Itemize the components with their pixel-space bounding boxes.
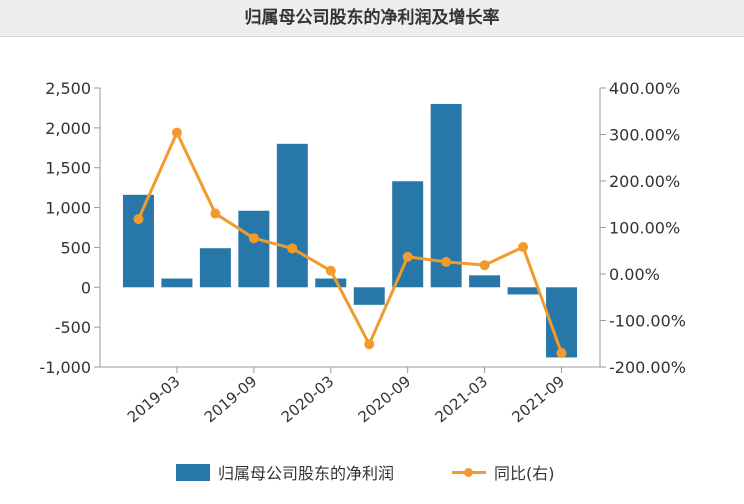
x-tick-label: 2019-03 bbox=[124, 372, 184, 426]
y-right-tick-label: -200.00% bbox=[609, 358, 686, 377]
bar-2020-12 bbox=[430, 103, 462, 288]
y-left-tick-label: -1,000 bbox=[39, 358, 91, 377]
bar-2020-06 bbox=[353, 287, 385, 305]
bar-2020-03 bbox=[315, 278, 347, 288]
y-left-tick-label: 1,000 bbox=[45, 199, 91, 218]
yoy-point-2019-12 bbox=[287, 243, 298, 254]
yoy-point-2020-06 bbox=[364, 339, 375, 350]
y-right-tick-label: -100.00% bbox=[609, 312, 686, 331]
bar-2020-09 bbox=[392, 181, 424, 288]
bar-2021-06 bbox=[507, 287, 539, 295]
x-tick-label: 2019-09 bbox=[201, 372, 261, 426]
y-left-tick-label: 0 bbox=[81, 278, 91, 297]
yoy-point-2021-06 bbox=[518, 242, 529, 253]
y-left-tick-label: 2,000 bbox=[45, 119, 91, 138]
x-tick-label: 2020-03 bbox=[278, 372, 338, 426]
legend-item-yoy[interactable]: 同比(右) bbox=[452, 458, 555, 486]
bar-2019-09 bbox=[238, 210, 270, 288]
legend-label-profit: 归属母公司股东的净利润 bbox=[218, 464, 395, 483]
legend-line-swatch bbox=[452, 464, 486, 481]
bar-2018-12 bbox=[122, 194, 154, 288]
bar-2019-12 bbox=[276, 143, 308, 288]
bar-2019-06 bbox=[199, 248, 231, 288]
y-left-tick-label: 500 bbox=[60, 238, 91, 257]
bar-2019-03 bbox=[161, 278, 193, 288]
chart-header: 归属母公司股东的净利润及增长率 bbox=[0, 0, 744, 37]
yoy-point-2021-09 bbox=[556, 348, 567, 359]
x-tick-label: 2021-03 bbox=[432, 372, 492, 426]
chart-title: 归属母公司股东的净利润及增长率 bbox=[244, 8, 500, 28]
x-tick-label: 2021-09 bbox=[509, 372, 569, 426]
legend-label-yoy: 同比(右) bbox=[494, 464, 555, 483]
y-left-tick-label: 1,500 bbox=[45, 159, 91, 178]
yoy-point-2019-09 bbox=[248, 233, 259, 244]
y-right-tick-label: 300.00% bbox=[609, 126, 680, 145]
legend-item-profit[interactable]: 归属母公司股东的净利润 bbox=[176, 458, 394, 486]
bar-2021-03 bbox=[469, 275, 501, 288]
y-left-tick-label: -500 bbox=[55, 318, 91, 337]
yoy-line bbox=[137, 131, 563, 354]
yoy-point-2019-03 bbox=[171, 127, 182, 138]
yoy-point-2021-03 bbox=[479, 260, 490, 271]
y-left-tick-label: 2,500 bbox=[45, 79, 91, 98]
y-right-tick-label: 100.00% bbox=[609, 219, 680, 238]
yoy-point-2020-12 bbox=[441, 256, 452, 267]
yoy-point-2020-03 bbox=[325, 265, 336, 276]
yoy-point-2019-06 bbox=[210, 208, 221, 219]
y-right-tick-label: 0.00% bbox=[609, 265, 660, 284]
y-right-tick-label: 400.00% bbox=[609, 79, 680, 98]
y-right-tick-label: 200.00% bbox=[609, 172, 680, 191]
x-tick-label: 2020-09 bbox=[355, 372, 415, 426]
legend-bar-swatch bbox=[176, 463, 210, 481]
yoy-point-2020-09 bbox=[402, 251, 413, 262]
yoy-point-2018-12 bbox=[133, 214, 144, 225]
